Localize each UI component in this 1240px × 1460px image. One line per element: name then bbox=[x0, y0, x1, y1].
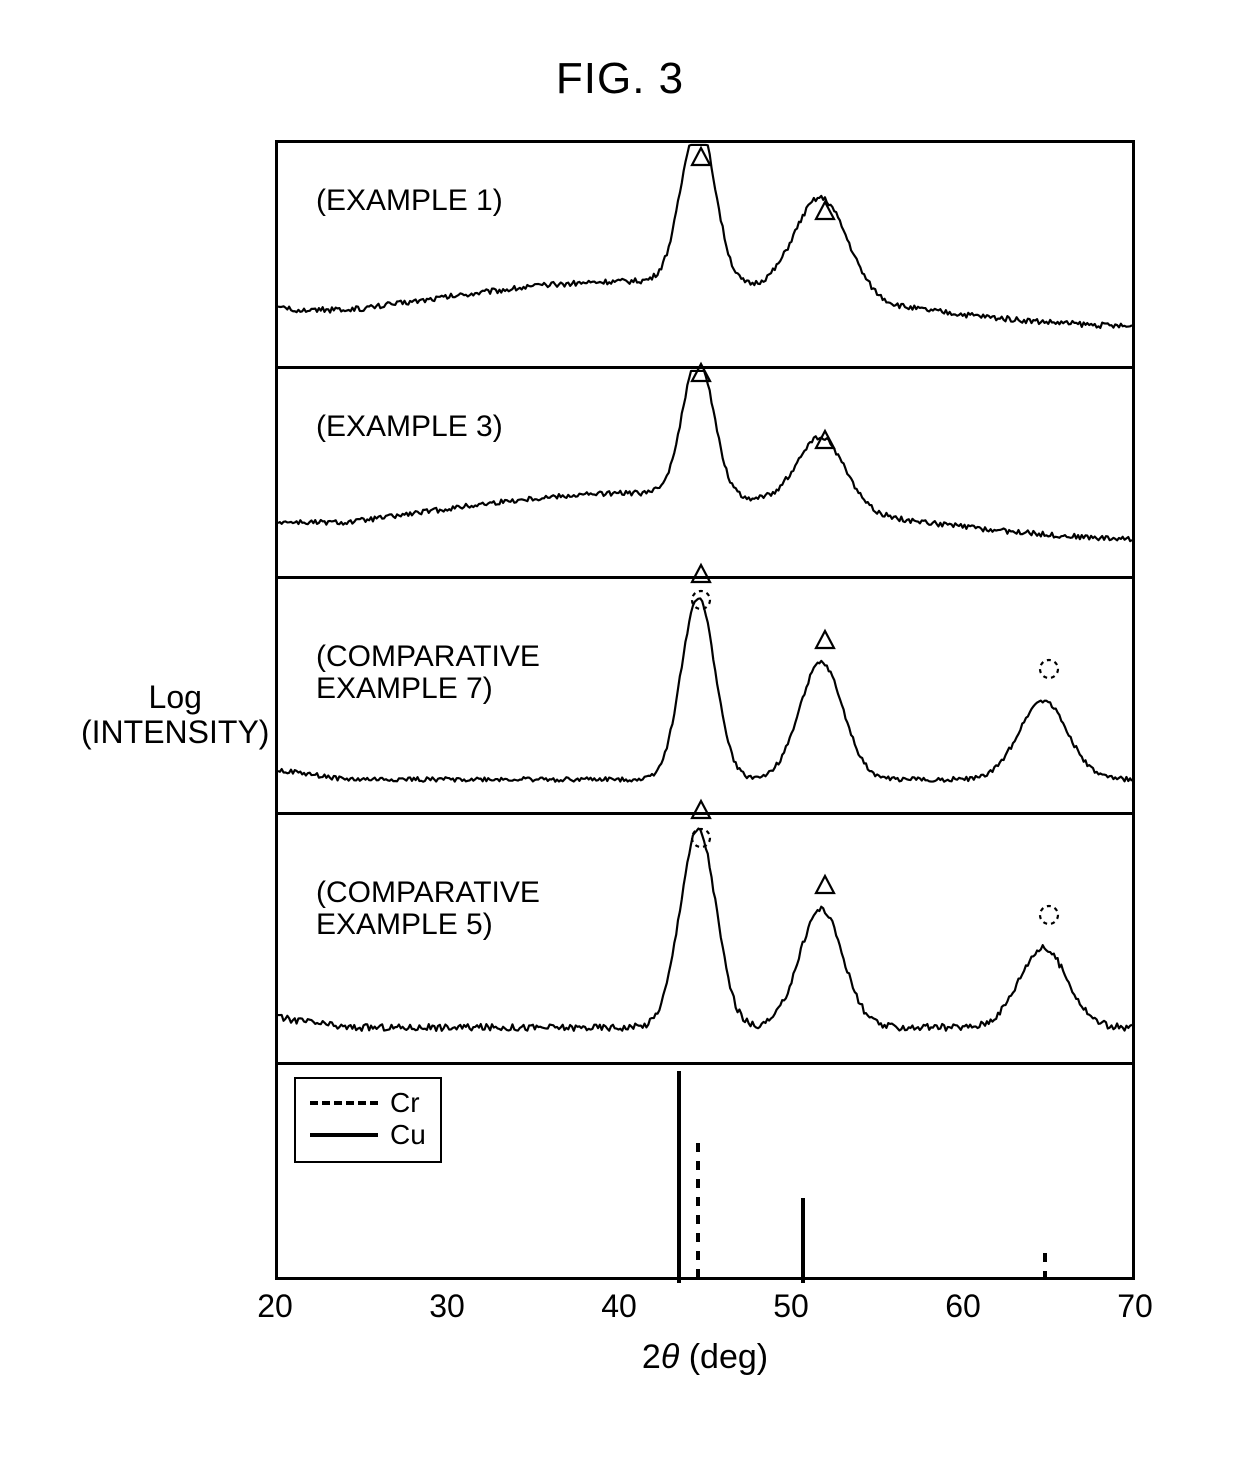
legend-item: Cu bbox=[310, 1119, 426, 1151]
spectrum-panel-ce5: (COMPARATIVE EXAMPLE 5) bbox=[278, 815, 1132, 1065]
cr-reference-line bbox=[696, 1143, 700, 1283]
spectrum-panel-ce7: (COMPARATIVE EXAMPLE 7) bbox=[278, 579, 1132, 815]
x-tick-label: 50 bbox=[773, 1288, 809, 1325]
figure-title: FIG. 3 bbox=[556, 54, 684, 104]
xrd-curve bbox=[278, 143, 1132, 366]
xrd-curve bbox=[278, 369, 1132, 576]
reference-panel: CrCu bbox=[278, 1065, 1132, 1283]
cu-reference-line bbox=[801, 1198, 805, 1283]
legend-label: Cr bbox=[390, 1087, 420, 1119]
panel-label: (EXAMPLE 3) bbox=[316, 411, 503, 443]
chart-area: Log (INTENSITY) (EXAMPLE 1)(EXAMPLE 3)(C… bbox=[85, 140, 1155, 1400]
legend-label: Cu bbox=[390, 1119, 426, 1151]
cr-reference-line bbox=[1043, 1253, 1047, 1283]
y-axis-label: Log (INTENSITY) bbox=[81, 680, 269, 750]
x-tick-label: 20 bbox=[257, 1288, 293, 1325]
x-tick-label: 60 bbox=[945, 1288, 981, 1325]
cu-reference-line bbox=[677, 1071, 681, 1283]
panel-label: (COMPARATIVE EXAMPLE 7) bbox=[316, 641, 540, 704]
solid-line-icon bbox=[310, 1133, 378, 1137]
panel-label: (EXAMPLE 1) bbox=[316, 185, 503, 217]
x-axis: 203040506070 2θ (deg) bbox=[275, 1280, 1135, 1400]
x-axis-label: 2θ (deg) bbox=[642, 1338, 768, 1377]
legend-item: Cr bbox=[310, 1087, 426, 1119]
x-tick-label: 30 bbox=[429, 1288, 465, 1325]
plot-box: (EXAMPLE 1) (EXAMPLE 3) (COMPARATIVE EXAMP… bbox=[275, 140, 1135, 1280]
spectrum-panel-ex1: (EXAMPLE 1) bbox=[278, 143, 1132, 369]
dashed-line-icon bbox=[310, 1101, 378, 1105]
x-tick-label: 70 bbox=[1117, 1288, 1153, 1325]
spectrum-panel-ex3: (EXAMPLE 3) bbox=[278, 369, 1132, 579]
panel-label: (COMPARATIVE EXAMPLE 5) bbox=[316, 877, 540, 940]
legend: CrCu bbox=[294, 1077, 442, 1163]
x-tick-label: 40 bbox=[601, 1288, 637, 1325]
